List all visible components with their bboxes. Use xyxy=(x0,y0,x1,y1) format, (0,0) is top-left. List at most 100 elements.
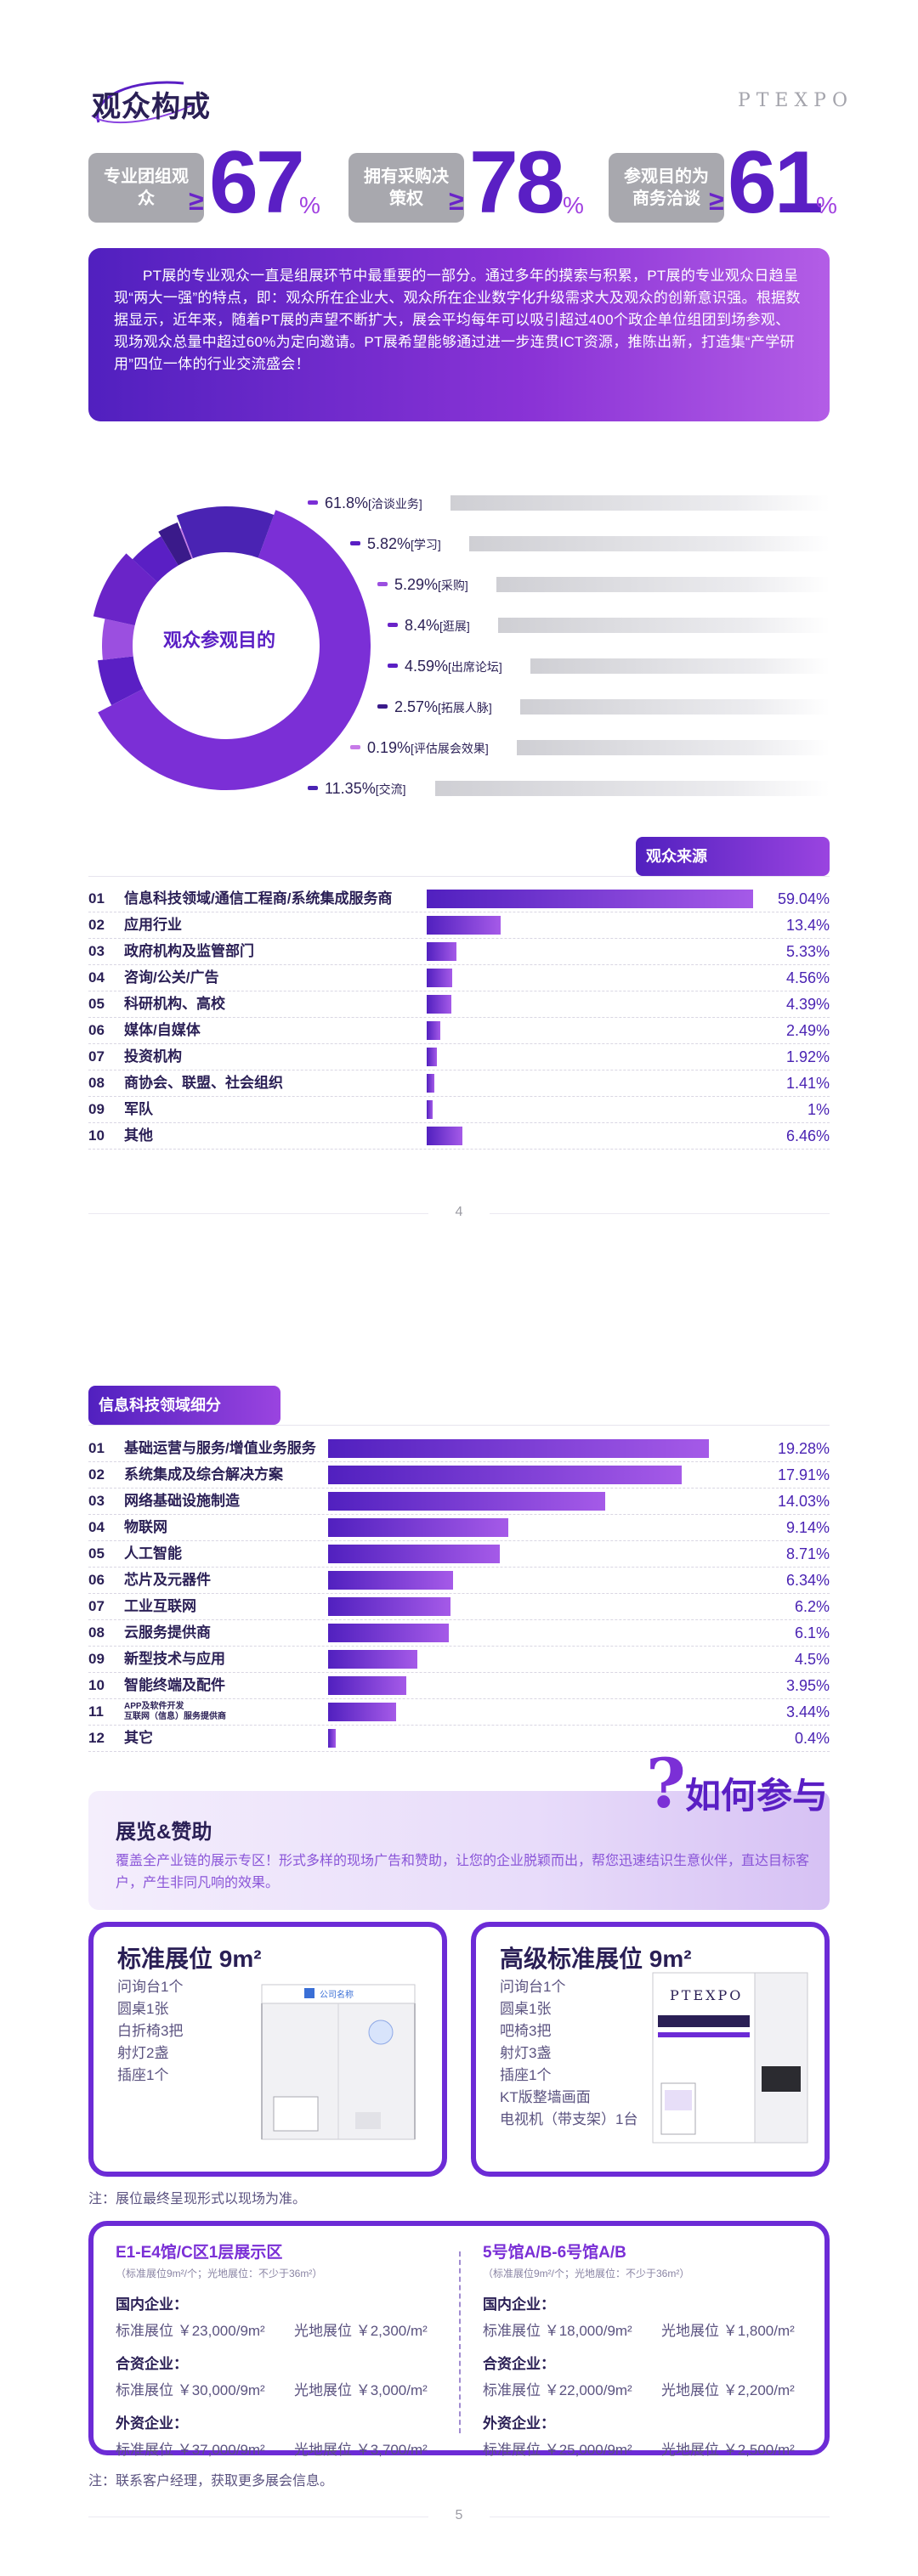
bar-row: 05 科研机构、高校 4.39% xyxy=(88,991,830,1018)
bar xyxy=(328,1597,451,1616)
bar-row: 02 应用行业 13.4% xyxy=(88,912,830,939)
price-group-name: 合资企业： xyxy=(116,2356,188,2372)
price-divider xyxy=(459,2251,461,2433)
donut-slice xyxy=(97,656,144,706)
bar-row-label: 人工智能 xyxy=(124,1545,182,1562)
bar-row-label-line: APP及软件开发 xyxy=(124,1702,184,1711)
bar xyxy=(427,916,502,935)
stat-ge-1: ≥ xyxy=(189,185,204,216)
bar-row: 04 咨询/公关/广告 4.56% xyxy=(88,965,830,991)
price-group-name: 外资企业： xyxy=(483,2415,555,2432)
booth-item: 问询台1个 xyxy=(117,1979,184,1995)
bar-value: 17.91% xyxy=(777,1466,830,1483)
purpose-marker xyxy=(350,541,360,545)
purpose-pct: 11.35% xyxy=(325,780,376,797)
bar-row-label: 媒体/自媒体 xyxy=(124,1022,201,1038)
bar-row-number: 06 xyxy=(88,1572,105,1588)
bar-row: 10 智能终端及配件 3.95% xyxy=(88,1673,830,1699)
bar-row-label: 智能终端及配件 xyxy=(124,1677,225,1693)
donut-center-label: 观众参观目的 xyxy=(162,630,275,651)
purpose-category: [出席论坛] xyxy=(448,660,502,674)
bar-row-number: 08 xyxy=(88,1624,105,1641)
purpose-item: 61.8%[洽谈业务] xyxy=(308,491,830,515)
price-line: 标准展位 ￥22,000/9m² 光地展位 ￥2,200/m² xyxy=(483,2378,795,2399)
bar-row-separator xyxy=(88,964,830,965)
donut-hole xyxy=(148,568,304,724)
purpose-item: 5.82%[学习] xyxy=(350,532,830,556)
booth-item: KT版整墙画面 xyxy=(500,2089,591,2105)
raw-space-price: 光地展位 ￥3,000/m² xyxy=(294,2382,428,2398)
donut-slice xyxy=(102,619,135,660)
bar-row-number: 08 xyxy=(88,1075,105,1091)
purpose-category: [拓展人脉] xyxy=(438,701,492,715)
bar-value: 0.4% xyxy=(794,1730,830,1747)
bar-row-number: 04 xyxy=(88,969,105,986)
bar-value: 4.39% xyxy=(785,996,830,1013)
page-number-5: 5 xyxy=(455,2508,463,2522)
bar-row: 03 网络基础设施制造 14.03% xyxy=(88,1489,830,1515)
purpose-donut-chart xyxy=(93,506,371,790)
question-mark-icon: ? xyxy=(646,1743,686,1823)
purpose-track xyxy=(450,495,830,511)
booth-item: 圆桌1张 xyxy=(500,2001,552,2017)
booth-sign-text: 公司名称 xyxy=(320,1989,354,2000)
standard-price: 标准展位 ￥37,000/9m² xyxy=(116,2442,265,2458)
raw-space-price: 光地展位 ￥3,700/m² xyxy=(294,2442,428,2458)
purpose-label: 4.59%[出席论坛] xyxy=(405,654,502,679)
donut-slice xyxy=(132,536,178,583)
booth-item: 射灯2盏 xyxy=(117,2045,169,2061)
bar-row: 01 基础运营与服务/增值业务服务 19.28% xyxy=(88,1436,830,1462)
bar xyxy=(328,1703,396,1721)
bar-row: 03 政府机构及监管部门 5.33% xyxy=(88,939,830,965)
bar-value: 9.14% xyxy=(785,1519,830,1536)
booth-item: 白折椅3把 xyxy=(117,2023,184,2039)
bar-row: 08 商协会、联盟、社会组织 1.41% xyxy=(88,1071,830,1097)
bar-row: 06 媒体/自媒体 2.49% xyxy=(88,1018,830,1044)
booth-sign-text: PTEXPO xyxy=(670,1987,743,2003)
bar-row: 10 其他 6.46% xyxy=(88,1123,830,1150)
bar-value: 14.03% xyxy=(777,1493,830,1510)
purpose-category: [评估展会效果] xyxy=(411,742,489,755)
bar-value: 2.49% xyxy=(785,1022,830,1039)
premium-booth-illustration: PTEXPO xyxy=(652,1972,808,2144)
bar-row-separator xyxy=(88,1698,830,1699)
bar-row-label: 信息科技领域/通信工程商/系统集成服务商 xyxy=(124,890,393,907)
donut-slice xyxy=(158,522,192,566)
bar-row-label: 物联网 xyxy=(124,1519,167,1535)
bar-value: 3.44% xyxy=(785,1703,830,1720)
stat-ge-2: ≥ xyxy=(449,185,464,216)
booth-card-premium: 高级标准展位 9m² 问询台1个 圆桌1张 吧椅3把 射灯3盏 插座1个 KT版… xyxy=(471,1922,830,2177)
bar-value: 3.95% xyxy=(785,1677,830,1694)
price-group-name: 外资企业： xyxy=(116,2415,188,2432)
bar-row-separator xyxy=(88,1461,830,1462)
expo-band xyxy=(88,1791,830,1910)
standard-price: 标准展位 ￥18,000/9m² xyxy=(483,2323,632,2339)
bar-row-number: 01 xyxy=(88,890,105,907)
bar-row-number: 09 xyxy=(88,1651,105,1667)
bar-row-number: 02 xyxy=(88,1466,105,1483)
booth-items: 问询台1个 圆桌1张 吧椅3把 射灯3盏 插座1个 KT版整墙画面 电视机（带支… xyxy=(500,1976,638,2131)
bar-value: 4.5% xyxy=(794,1651,830,1668)
purpose-item: 4.59%[出席论坛] xyxy=(388,654,830,678)
bar-row-label: 其它 xyxy=(124,1730,153,1746)
bar-row-number: 12 xyxy=(88,1730,105,1746)
bar-row-number: 05 xyxy=(88,996,105,1012)
bar-row-label: 基础运营与服务/增值业务服务 xyxy=(124,1440,316,1456)
purpose-marker xyxy=(388,664,398,668)
bar-value: 8.71% xyxy=(785,1545,830,1562)
booth-title: 高级标准展位 9m² xyxy=(500,1946,692,1972)
purpose-item: 8.4%[逛展] xyxy=(388,613,830,637)
bar xyxy=(328,1545,501,1563)
bar-row-separator xyxy=(88,1567,830,1568)
bar-row-number: 03 xyxy=(88,943,105,959)
purpose-track xyxy=(496,577,830,592)
donut-slice xyxy=(176,506,275,559)
bar-row-separator xyxy=(88,1725,830,1726)
bar xyxy=(328,1650,417,1669)
stat-unit-1: % xyxy=(299,192,320,218)
purpose-label: 8.4%[逛展] xyxy=(405,613,470,638)
bar-row: 06 芯片及元器件 6.34% xyxy=(88,1568,830,1594)
bar xyxy=(427,1074,435,1093)
source-divider xyxy=(88,876,830,877)
stat-unit-2: % xyxy=(563,192,584,218)
